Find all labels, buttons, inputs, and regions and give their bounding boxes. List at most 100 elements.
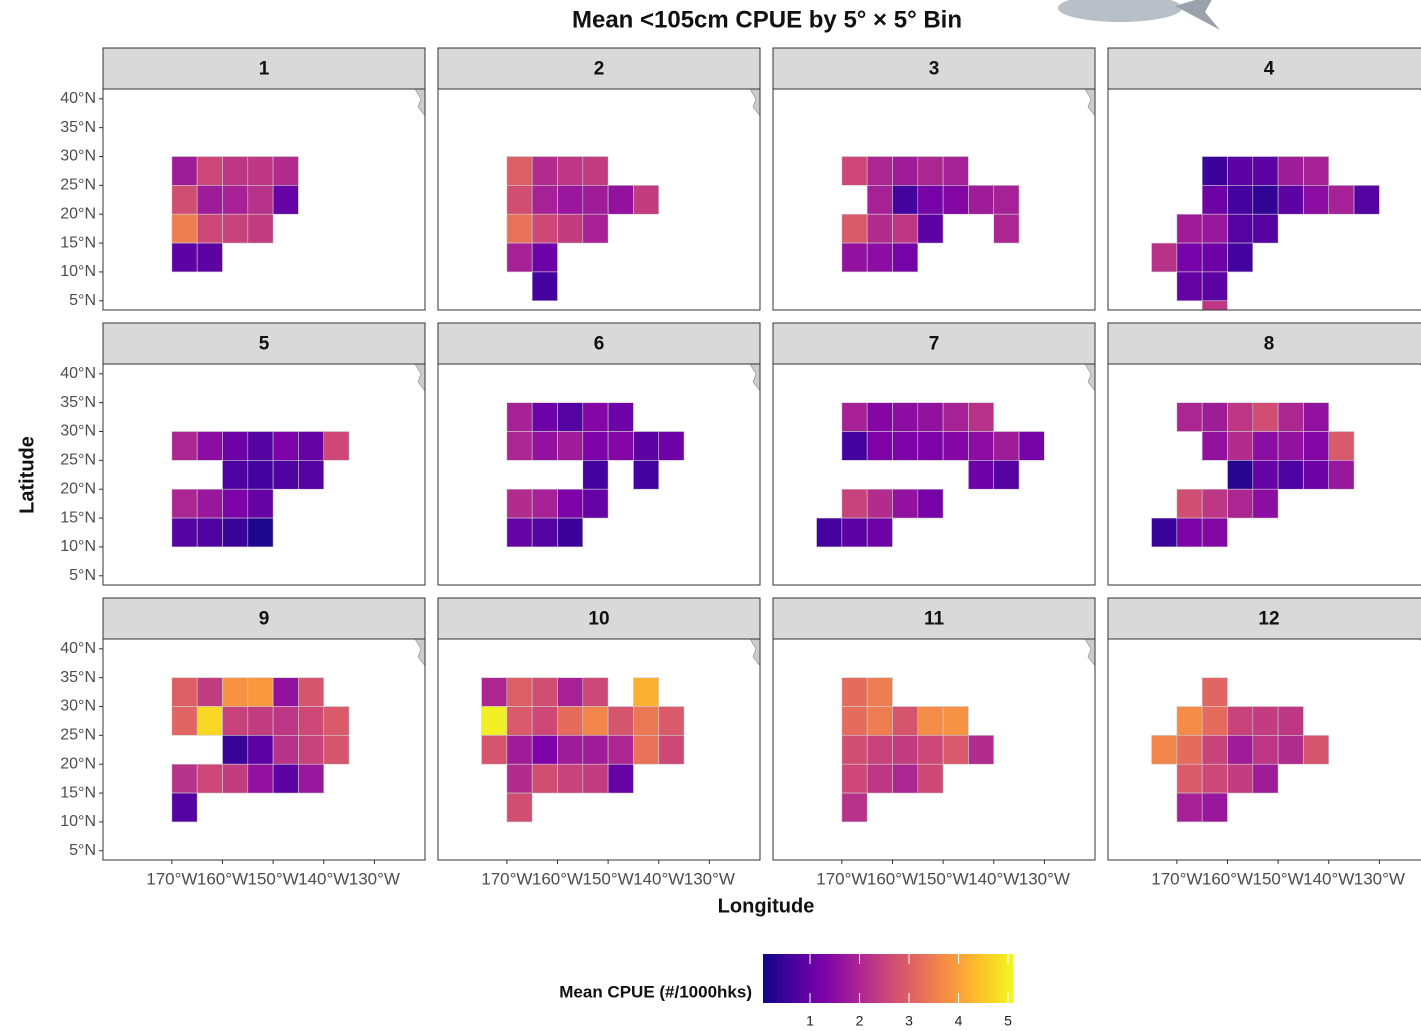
x-tick-label: 160°W xyxy=(1202,869,1253,888)
heat-cell xyxy=(943,735,968,764)
facet-label: 7 xyxy=(929,334,940,355)
heat-cell xyxy=(507,489,532,518)
y-tick-label: 25°N xyxy=(60,452,96,469)
heat-cell xyxy=(1253,707,1278,736)
heat-cell xyxy=(532,432,557,461)
heat-cell xyxy=(557,157,582,186)
x-tick-label: 150°W xyxy=(918,869,969,888)
heat-cell xyxy=(197,243,222,272)
heat-cell xyxy=(557,185,582,214)
heat-cell xyxy=(1202,403,1227,432)
heat-cell xyxy=(1227,489,1252,518)
heat-cell xyxy=(1303,432,1328,461)
heat-cell xyxy=(1278,157,1303,186)
heat-cell xyxy=(248,678,273,707)
y-tick-label: 15°N xyxy=(60,509,96,526)
y-tick-label: 40°N xyxy=(60,90,96,107)
heat-cell xyxy=(943,157,968,186)
heat-cell xyxy=(222,735,247,764)
heat-cell xyxy=(1253,214,1278,243)
heat-cell xyxy=(557,764,582,793)
heat-cell xyxy=(867,518,892,547)
y-tick-label: 15°N xyxy=(60,784,96,801)
y-tick-label: 35°N xyxy=(60,119,96,136)
heat-cell xyxy=(1253,432,1278,461)
heat-cell xyxy=(557,518,582,547)
heat-cell xyxy=(298,735,323,764)
heat-cell xyxy=(583,185,608,214)
heat-cell xyxy=(608,707,633,736)
heat-cell xyxy=(507,678,532,707)
heat-cell xyxy=(532,489,557,518)
heat-cell xyxy=(197,678,222,707)
chart-title: Mean <105cm CPUE by 5° × 5° Bin xyxy=(572,6,962,33)
heat-cell xyxy=(892,707,917,736)
heat-cell xyxy=(1177,489,1202,518)
heat-cell xyxy=(867,432,892,461)
heat-cell xyxy=(968,185,993,214)
colorbar-tick-label: 3 xyxy=(905,1013,913,1029)
heat-cell xyxy=(1303,185,1328,214)
heat-cell xyxy=(994,185,1019,214)
heat-cell xyxy=(1177,272,1202,301)
heat-cell xyxy=(557,735,582,764)
heat-cell xyxy=(298,678,323,707)
heat-cell xyxy=(1303,157,1328,186)
heat-cell xyxy=(583,678,608,707)
heat-cell xyxy=(507,518,532,547)
y-tick-label: 25°N xyxy=(60,177,96,194)
heat-cell xyxy=(222,678,247,707)
facet-label: 10 xyxy=(588,609,609,630)
facet-label: 9 xyxy=(259,609,270,630)
heat-cell xyxy=(557,489,582,518)
facet-label: 1 xyxy=(259,59,270,80)
heat-cell xyxy=(248,460,273,489)
heat-cell xyxy=(1227,432,1252,461)
heat-cell xyxy=(532,735,557,764)
heat-cell xyxy=(507,403,532,432)
heat-cell xyxy=(1202,764,1227,793)
heat-cell xyxy=(583,432,608,461)
heat-cell xyxy=(532,214,557,243)
y-tick-label: 20°N xyxy=(60,755,96,772)
heat-cell xyxy=(1177,243,1202,272)
heat-cell xyxy=(842,489,867,518)
heat-cell xyxy=(943,403,968,432)
x-tick-label: 140°W xyxy=(633,869,684,888)
heat-cell xyxy=(507,214,532,243)
heat-cell xyxy=(892,243,917,272)
heat-cell xyxy=(867,214,892,243)
heat-cell xyxy=(222,214,247,243)
heat-cell xyxy=(918,764,943,793)
heat-cell xyxy=(918,735,943,764)
heat-cell xyxy=(172,157,197,186)
heat-cell xyxy=(867,678,892,707)
heat-cell xyxy=(248,518,273,547)
heat-cell xyxy=(222,489,247,518)
heat-cell xyxy=(659,735,684,764)
heat-cell xyxy=(867,764,892,793)
x-tick-label: 150°W xyxy=(1253,869,1304,888)
heat-cell xyxy=(892,764,917,793)
facet-panel xyxy=(103,89,426,310)
x-tick-label: 130°W xyxy=(684,869,735,888)
heat-cell xyxy=(842,518,867,547)
facet-panel xyxy=(773,639,1096,860)
heat-cell xyxy=(482,707,507,736)
heat-cell xyxy=(324,735,349,764)
heat-cell xyxy=(197,214,222,243)
heat-cell xyxy=(1177,735,1202,764)
heat-cell xyxy=(867,157,892,186)
heat-cell xyxy=(507,243,532,272)
facet-label: 5 xyxy=(259,334,270,355)
heat-cell xyxy=(248,185,273,214)
y-tick-label: 40°N xyxy=(60,640,96,657)
facet-panel xyxy=(1108,364,1421,585)
y-tick-label: 5°N xyxy=(69,842,96,859)
heat-cell xyxy=(842,707,867,736)
heat-cell xyxy=(583,214,608,243)
heat-cell xyxy=(968,735,993,764)
x-tick-label: 160°W xyxy=(197,869,248,888)
heat-cell xyxy=(1253,460,1278,489)
heat-cell xyxy=(608,764,633,793)
